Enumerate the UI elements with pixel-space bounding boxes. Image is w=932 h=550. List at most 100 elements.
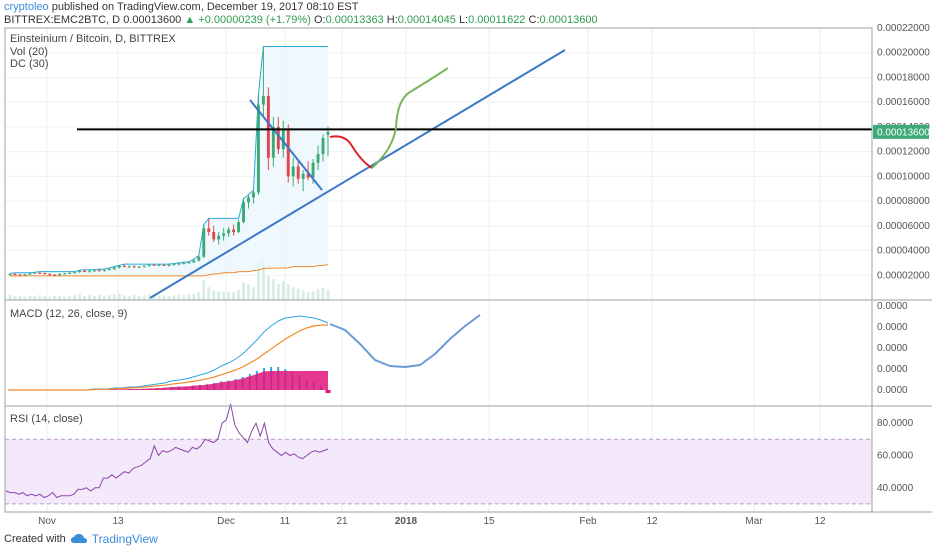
candle[interactable]: [68, 272, 72, 275]
candle[interactable]: [63, 272, 67, 275]
candle-body: [306, 173, 310, 178]
candle-body: [266, 96, 270, 158]
candle[interactable]: [102, 269, 106, 272]
candle-body: [326, 131, 330, 135]
volume-bar: [182, 295, 186, 300]
candle[interactable]: [122, 264, 126, 268]
red-projection[interactable]: [329, 135, 373, 169]
volume-bar: [13, 296, 17, 300]
donchian-fill: [10, 46, 328, 276]
candle-body: [316, 154, 320, 163]
candle[interactable]: [83, 269, 86, 273]
candle[interactable]: [43, 272, 47, 275]
candle[interactable]: [107, 267, 111, 271]
candle[interactable]: [227, 227, 231, 237]
candle[interactable]: [182, 262, 186, 265]
volume-bar: [197, 292, 201, 300]
volume-bar: [63, 296, 67, 300]
candle[interactable]: [97, 269, 101, 272]
x-tick-label: 11: [280, 516, 291, 527]
candle[interactable]: [261, 46, 265, 118]
y-tick-label: 0.00008000: [877, 196, 930, 207]
candle[interactable]: [296, 161, 300, 184]
macd-legend[interactable]: MACD (12, 26, close, 9): [10, 308, 128, 320]
candle[interactable]: [177, 262, 181, 266]
candle[interactable]: [187, 261, 191, 264]
tradingview-brand[interactable]: TradingView: [91, 532, 158, 546]
candle[interactable]: [252, 189, 255, 204]
candle[interactable]: [271, 117, 275, 167]
candle-body: [13, 274, 17, 276]
candle[interactable]: [88, 270, 91, 273]
candle-body: [271, 126, 275, 158]
candle[interactable]: [8, 273, 12, 276]
candle[interactable]: [78, 270, 82, 273]
candle[interactable]: [291, 157, 295, 187]
candle[interactable]: [13, 272, 17, 276]
candle[interactable]: [132, 265, 136, 268]
rsi-legend[interactable]: RSI (14, close): [10, 413, 83, 425]
candle[interactable]: [73, 271, 77, 274]
candle[interactable]: [53, 274, 57, 276]
candle[interactable]: [222, 228, 226, 241]
candle[interactable]: [197, 255, 201, 262]
volume-bar: [83, 296, 86, 300]
candle[interactable]: [301, 170, 305, 192]
candle[interactable]: [192, 259, 196, 264]
candle[interactable]: [212, 225, 216, 242]
candle[interactable]: [48, 273, 52, 276]
candle[interactable]: [33, 272, 37, 275]
candle[interactable]: [58, 273, 62, 276]
candle[interactable]: [286, 124, 290, 183]
downtrend-line[interactable]: [249, 99, 323, 191]
candle[interactable]: [242, 198, 245, 224]
candle[interactable]: [162, 264, 166, 266]
volume-bar: [102, 296, 106, 300]
publish-line: cryptoleo published on TradingView.com, …: [4, 1, 358, 13]
candle[interactable]: [202, 224, 206, 258]
candle[interactable]: [117, 265, 121, 269]
candle[interactable]: [172, 263, 176, 266]
candle[interactable]: [23, 273, 27, 276]
author-link[interactable]: cryptoleo: [4, 1, 49, 13]
dc-legend[interactable]: DC (30): [10, 58, 49, 70]
macd-projection[interactable]: [329, 314, 481, 369]
candle-body: [212, 232, 216, 240]
candle[interactable]: [321, 134, 325, 162]
candle[interactable]: [247, 194, 250, 209]
candle[interactable]: [28, 272, 32, 276]
candle[interactable]: [152, 264, 156, 266]
green-projection[interactable]: [371, 67, 449, 169]
candle[interactable]: [326, 126, 330, 157]
candle[interactable]: [217, 232, 221, 245]
candle[interactable]: [157, 264, 161, 267]
candle[interactable]: [316, 145, 320, 171]
low-value: 0.00011622: [468, 14, 526, 26]
candle[interactable]: [112, 266, 116, 271]
candle[interactable]: [147, 264, 151, 267]
candle[interactable]: [18, 274, 22, 276]
candle[interactable]: [93, 269, 96, 272]
candle[interactable]: [167, 264, 171, 267]
macd-pane[interactable]: [8, 314, 481, 393]
candle[interactable]: [142, 265, 146, 268]
candle-body: [252, 192, 255, 198]
rsi-pane[interactable]: [5, 403, 872, 505]
candle[interactable]: [306, 161, 310, 181]
candle[interactable]: [38, 271, 42, 275]
uptrend-line[interactable]: [149, 49, 566, 299]
vol-legend[interactable]: Vol (20): [10, 46, 48, 58]
candle-body: [237, 222, 241, 232]
candle-body: [48, 274, 52, 276]
candle[interactable]: [237, 219, 241, 234]
candle[interactable]: [281, 120, 285, 158]
candle[interactable]: [232, 224, 236, 236]
candle-body: [147, 264, 151, 266]
price-pane[interactable]: [8, 46, 872, 301]
donchian-upper: [9, 46, 328, 274]
candle[interactable]: [127, 265, 131, 268]
candle[interactable]: [137, 266, 141, 269]
macd-y-tick: 0.0000: [877, 385, 908, 396]
candle[interactable]: [207, 218, 211, 236]
